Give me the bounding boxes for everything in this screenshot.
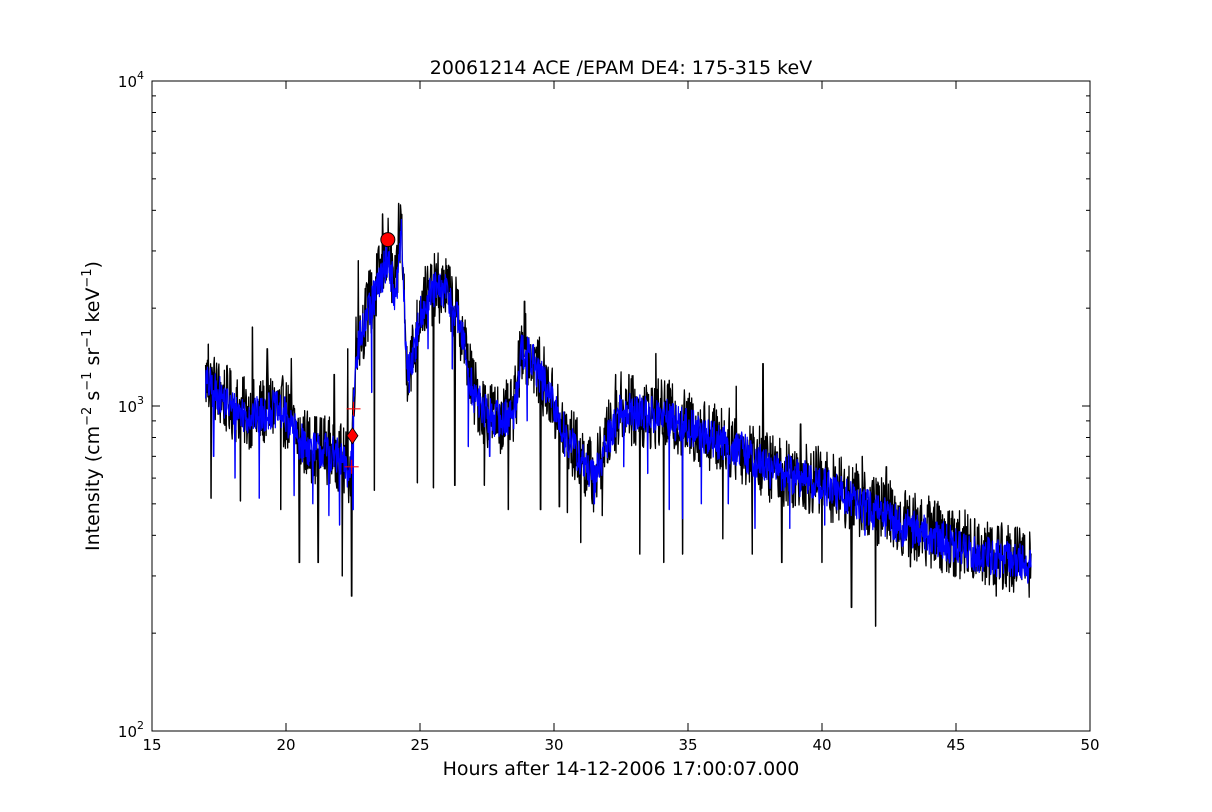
y-axis-label-exp-kev: −1 — [80, 268, 95, 287]
marker-plus — [344, 459, 359, 474]
series-line-smoothed — [205, 218, 1032, 584]
y-tick-label: 104 — [118, 69, 144, 91]
x-tick-label: 20 — [276, 736, 295, 754]
y-axis-label-exp-sr: −1 — [80, 329, 95, 348]
x-tick-label: 35 — [678, 736, 697, 754]
x-axis-label: Hours after 14-12-2006 17:00:07.000 — [443, 758, 800, 780]
plot-area — [204, 202, 1032, 627]
x-tick-label: 15 — [142, 736, 161, 754]
marker-plus — [346, 401, 361, 416]
y-axis: 102 103 104 — [118, 69, 1090, 741]
chart-title: 20061214 ACE /EPAM DE4: 175-315 keV — [430, 57, 812, 79]
y-axis-label: Intensity (cm−2 s−1 sr−1 keV−1) — [80, 261, 104, 551]
y-axis-label-unit-kev: keV — [82, 288, 104, 329]
y-axis-label-exp-s: −1 — [80, 372, 95, 391]
marker-diamond — [346, 427, 359, 445]
y-axis-label-suffix: ) — [82, 261, 104, 268]
y-axis-label-unit-sr: sr — [82, 348, 104, 372]
y-axis-label-exp-cm: −2 — [80, 407, 95, 426]
series-smoothed — [205, 218, 1032, 584]
y-axis-label-unit-s: s — [82, 391, 104, 407]
x-axis: 15 20 25 30 35 40 45 50 — [142, 81, 1100, 754]
x-tick-label: 50 — [1080, 736, 1099, 754]
series-line-raw — [204, 202, 1032, 627]
y-tick-label: 102 — [118, 719, 144, 741]
y-tick-label: 103 — [118, 394, 144, 416]
x-tick-label: 40 — [812, 736, 831, 754]
x-tick-label: 30 — [544, 736, 563, 754]
x-tick-label: 45 — [946, 736, 965, 754]
marker-circle — [380, 232, 396, 248]
x-tick-label: 25 — [410, 736, 429, 754]
y-axis-label-prefix: Intensity (cm — [82, 426, 104, 551]
